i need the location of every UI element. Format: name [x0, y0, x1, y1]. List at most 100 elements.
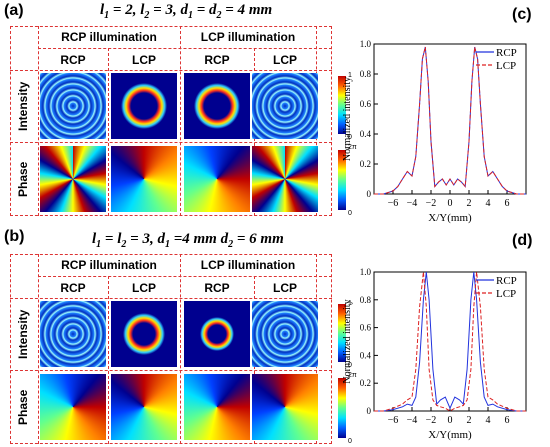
x-tick-label: 4	[486, 198, 491, 209]
panel-b-label: (b)	[4, 228, 25, 245]
y-tick-label: 0	[367, 406, 372, 416]
panel_a-intensity-map	[111, 73, 177, 139]
panel_a-intensity-colorbar	[338, 76, 346, 134]
x-axis-label: X/Y(mm)	[428, 212, 472, 224]
panel_b-colorbar-tick: 1	[348, 300, 352, 307]
x-tick-label: −6	[388, 415, 399, 426]
panel_b-row-intensity: Intensity	[16, 309, 30, 359]
panel_a-row-divider	[10, 142, 332, 143]
panel_a-row-divider	[38, 48, 332, 49]
panel_a-subheader: RCP	[60, 53, 86, 67]
panel_a-col-divider	[180, 26, 181, 216]
panel_a-intensity-map	[184, 73, 250, 139]
x-tick-label: 0	[448, 415, 453, 426]
panel_b-intensity-map	[111, 301, 177, 367]
legend-label: LCP	[496, 60, 516, 72]
panel_a-colorbar-tick: 0	[348, 134, 352, 141]
panel_b-col-divider	[108, 276, 109, 444]
x-tick-label: 2	[467, 415, 472, 426]
panel_b-subheader: RCP	[204, 281, 230, 295]
panel_a-header-lcp-illumination: LCP illumination	[200, 30, 296, 44]
panel_b-phase-map	[252, 374, 318, 440]
y-tick-label: 1.0	[360, 39, 372, 49]
panel_a-colorbar-tick: 0	[348, 210, 352, 217]
panel_b-col-divider	[180, 254, 181, 444]
y-tick-label: 1.0	[360, 267, 372, 277]
panel_b-intensity-map	[252, 301, 318, 367]
panel_b-subheader: LCP	[132, 281, 156, 295]
panel_b-grid	[10, 254, 332, 444]
panel_a-row-phase: Phase	[16, 161, 30, 197]
panel_a-subheader: LCP	[273, 53, 297, 67]
x-tick-label: −4	[407, 198, 418, 209]
panel_a-phase-map	[40, 146, 106, 212]
series-line-lcp	[374, 46, 526, 195]
panel_b-phase-map	[40, 374, 106, 440]
panel_b-colorbar-tick: 0	[348, 362, 352, 369]
panel_b-phase-map	[111, 374, 177, 440]
panel_a-intensity-map	[252, 73, 318, 139]
y-tick-label: 0.8	[360, 295, 372, 305]
panel_a-row-intensity: Intensity	[16, 81, 30, 131]
y-tick-label: 0.6	[360, 99, 372, 109]
panel-a-condition: l1 = 2, l2 = 3, d1 = d2 = 4 mm	[100, 2, 273, 21]
y-tick-label: 0.4	[360, 350, 372, 360]
panel_b-header-rcp-illumination: RCP illumination	[61, 258, 157, 272]
chart-c: −6 −4 −2 0 2 4 6 0 0.2 0.4 0.6 0.8 1.0 X/Y(mm) Normali…	[342, 39, 527, 224]
panel_a-intensity-map	[40, 73, 106, 139]
panel_a-row-divider	[10, 70, 332, 71]
panel_b-row-phase: Phase	[16, 389, 30, 425]
panel_b-intensity-map	[184, 301, 250, 367]
panel_a-colorbar-tick: 1	[348, 72, 352, 79]
y-tick-label: 0.8	[360, 69, 372, 79]
panel_a-colorbar-tick: 2π	[348, 144, 357, 151]
panel_b-intensity-colorbar	[338, 304, 346, 362]
legend-label: RCP	[496, 47, 517, 59]
x-tick-label: 6	[505, 198, 510, 209]
series-line-lcp	[374, 271, 526, 412]
panel_a-subheader: RCP	[204, 53, 230, 67]
panel_b-row-divider	[10, 298, 332, 299]
x-tick-label: −2	[426, 198, 437, 209]
panel_a-phase-map	[184, 146, 250, 212]
chart-d: −6 −4 −2 0 2 4 6 0 0.2 0.4 0.6 0.8 1.0 X/Y(mm) Normali…	[342, 267, 527, 441]
panel_b-row-divider	[38, 276, 332, 277]
x-tick-label: −2	[426, 415, 437, 426]
y-axis-label: Normalized intensity	[342, 299, 353, 383]
legend-label: LCP	[496, 288, 516, 300]
panel_b-subheader: LCP	[273, 281, 297, 295]
x-tick-label: −4	[407, 415, 418, 426]
x-tick-label: 4	[486, 415, 491, 426]
y-tick-label: 0.6	[360, 323, 372, 333]
panel_b-row-divider	[10, 370, 332, 371]
panel-d-label: (d)	[512, 232, 533, 249]
panel-c-label: (c)	[512, 6, 532, 23]
panel_b-subheader: RCP	[60, 281, 86, 295]
y-tick-label: 0.2	[360, 159, 371, 169]
panel-a-label: (a)	[4, 2, 24, 19]
panel_a-col-divider	[38, 26, 39, 216]
y-tick-label: 0.4	[360, 129, 372, 139]
series-line-rcp	[374, 271, 526, 412]
panel_a-col-divider	[108, 48, 109, 216]
panel_a-grid	[10, 26, 332, 216]
panel_b-colorbar-tick: 2π	[348, 372, 357, 379]
y-tick-label: 0	[367, 189, 372, 199]
panel-b-condition: l1 = l2 = 3, d1 =4 mm d2 = 6 mm	[92, 231, 284, 250]
panel_b-intensity-map	[40, 301, 106, 367]
panel_b-col-divider	[38, 254, 39, 444]
x-tick-label: 6	[505, 415, 510, 426]
x-tick-label: −6	[388, 198, 399, 209]
panel_b-colorbar-tick: 0	[348, 438, 352, 445]
panel_b-header-lcp-illumination: LCP illumination	[200, 258, 296, 272]
panel_a-phase-colorbar	[338, 150, 346, 210]
panel_a-subheader: LCP	[132, 53, 156, 67]
panel_b-phase-map	[184, 374, 250, 440]
y-tick-label: 0.2	[360, 378, 371, 388]
panel_a-phase-map	[111, 146, 177, 212]
x-axis-label: X/Y(mm)	[428, 429, 472, 441]
x-tick-label: 2	[467, 198, 472, 209]
x-tick-label: 0	[448, 198, 453, 209]
panel_b-phase-colorbar	[338, 378, 346, 438]
y-axis-label: Normalized intensity	[342, 77, 353, 161]
